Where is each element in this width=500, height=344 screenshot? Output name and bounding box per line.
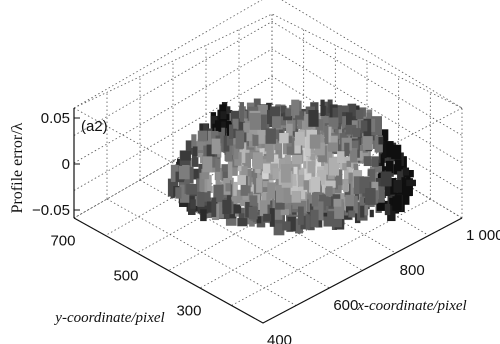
tick-labels: 0.05 0 −0.05 300 500 700 400 600 800 1 000 <box>32 110 500 344</box>
z-tick-label: −0.05 <box>32 202 70 219</box>
y-tick-label: 300 <box>176 303 201 320</box>
x-tick-label: 400 <box>267 332 292 344</box>
z-tick-label: 0.05 <box>41 110 70 127</box>
x-tick-label: 600 <box>333 297 358 314</box>
x-tick-label: 1 000 <box>466 227 500 244</box>
x-tick-label: 800 <box>400 262 425 279</box>
z-tick-label: 0 <box>62 156 70 173</box>
panel-label: (a2) <box>81 118 108 135</box>
z-axis-label: Profile error/λ <box>9 122 26 213</box>
y-tick-label: 500 <box>113 268 138 285</box>
y-axis-label: y-coordinate/pixel <box>53 310 164 326</box>
y-tick-label: 700 <box>50 233 75 250</box>
error-surface <box>167 98 416 236</box>
x-axis-label: x-coordinate/pixel <box>356 298 466 314</box>
axes <box>73 108 463 324</box>
